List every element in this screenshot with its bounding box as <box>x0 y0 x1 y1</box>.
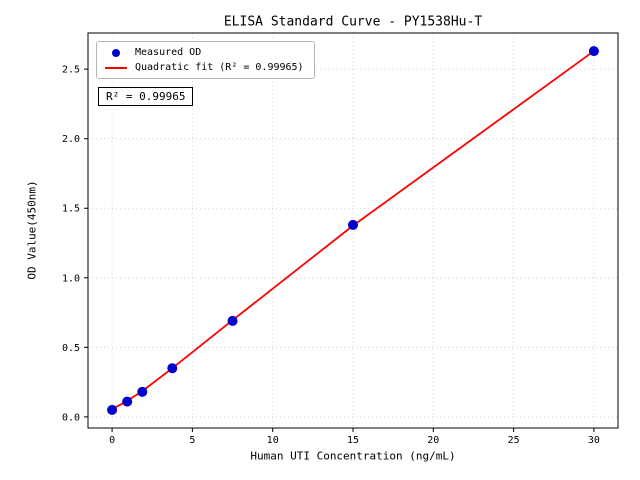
data-point <box>137 386 148 397</box>
y-tick-label: 2.5 <box>62 65 80 76</box>
legend-label: Measured OD <box>135 47 202 58</box>
x-axis-label: Human UTI Concentration (ng/mL) <box>250 449 456 463</box>
data-point <box>167 363 178 374</box>
chart-title: ELISA Standard Curve - PY1538Hu-T <box>223 14 483 30</box>
legend-label: Quadratic fit (R² = 0.99965) <box>135 62 304 73</box>
legend-entry-measured-od: Measured OD <box>105 47 304 58</box>
x-tick-label: 5 <box>189 435 195 446</box>
y-tick-label: 2.0 <box>62 134 80 145</box>
y-tick-label: 1.5 <box>62 204 80 215</box>
y-tick-label: 1.0 <box>62 273 80 284</box>
x-tick-label: 15 <box>347 435 359 446</box>
data-point <box>348 219 358 230</box>
data-point <box>227 315 238 326</box>
y-axis-label: OD Value(450nm) <box>25 180 39 280</box>
x-tick-label: 30 <box>588 435 600 446</box>
y-tick-label: 0.0 <box>62 412 80 423</box>
x-tick-label: 20 <box>427 435 439 446</box>
quadratic-fit-line-icon <box>105 66 127 69</box>
x-tick-label: 25 <box>508 435 520 446</box>
data-point <box>107 404 118 415</box>
measured-od-marker-icon <box>112 48 120 57</box>
data-point <box>588 46 599 57</box>
x-tick-label: 10 <box>267 435 279 446</box>
y-tick-label: 0.5 <box>62 343 80 354</box>
x-tick-label: 0 <box>109 435 115 446</box>
data-point <box>122 396 133 407</box>
legend: Measured OD Quadratic fit (R² = 0.99965) <box>96 41 315 79</box>
legend-entry-quadratic-fit: Quadratic fit (R² = 0.99965) <box>105 62 304 73</box>
r-squared-annotation: R² = 0.99965 <box>98 87 194 106</box>
